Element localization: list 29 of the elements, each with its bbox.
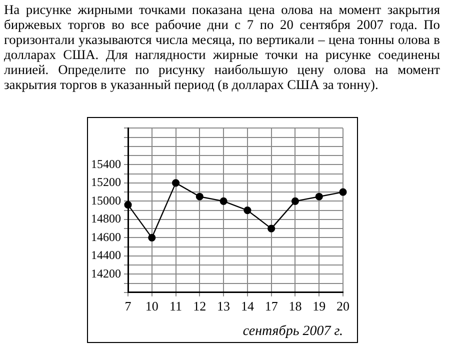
x-tick-label: 12 — [193, 298, 206, 314]
y-tick-label: 15400 — [91, 156, 121, 171]
x-tick-label: 11 — [170, 298, 182, 314]
y-tick-label: 15200 — [91, 175, 121, 190]
y-tick-label: 14200 — [91, 266, 121, 280]
x-tick-label: 10 — [145, 298, 158, 314]
point — [339, 188, 347, 196]
x-tick-label: 14 — [240, 298, 254, 314]
y-tick-label: 14800 — [91, 212, 121, 226]
point — [244, 206, 252, 214]
x-tick-label: 13 — [217, 298, 230, 314]
y-tick-label: 14400 — [91, 248, 121, 262]
point — [268, 224, 276, 232]
y-tick-label: 14600 — [91, 230, 121, 244]
point — [172, 179, 180, 187]
point — [196, 192, 204, 200]
x-tick-label: 18 — [288, 298, 302, 314]
point — [124, 201, 132, 209]
point — [315, 192, 323, 200]
y-tick-label: 15000 — [91, 193, 121, 208]
x-axis-title: сентябрь 2007 г. — [242, 324, 343, 340]
x-tick-label: 7 — [124, 298, 132, 314]
point — [291, 197, 300, 205]
point — [148, 234, 156, 242]
x-tick-label: 19 — [312, 298, 326, 314]
x-tick-label: 20 — [336, 298, 350, 314]
x-tick-label: 17 — [264, 298, 278, 314]
text: На рисунке жирными точками показана цена олова на момент закрытия биржевых торгов во все рабочие дни с 7 по 20 сентября 2007 года. По горизонтали указываются числа месяца, по вертикали – цена тонны олова в долларах США. Для наглядности жирные точки на рисунке соединены линией. Определите по рисунку наибольшую цену олова на момент закрытия торгов в указанный период (в долларах США за тонну). — [4, 2, 440, 92]
point — [220, 197, 228, 205]
